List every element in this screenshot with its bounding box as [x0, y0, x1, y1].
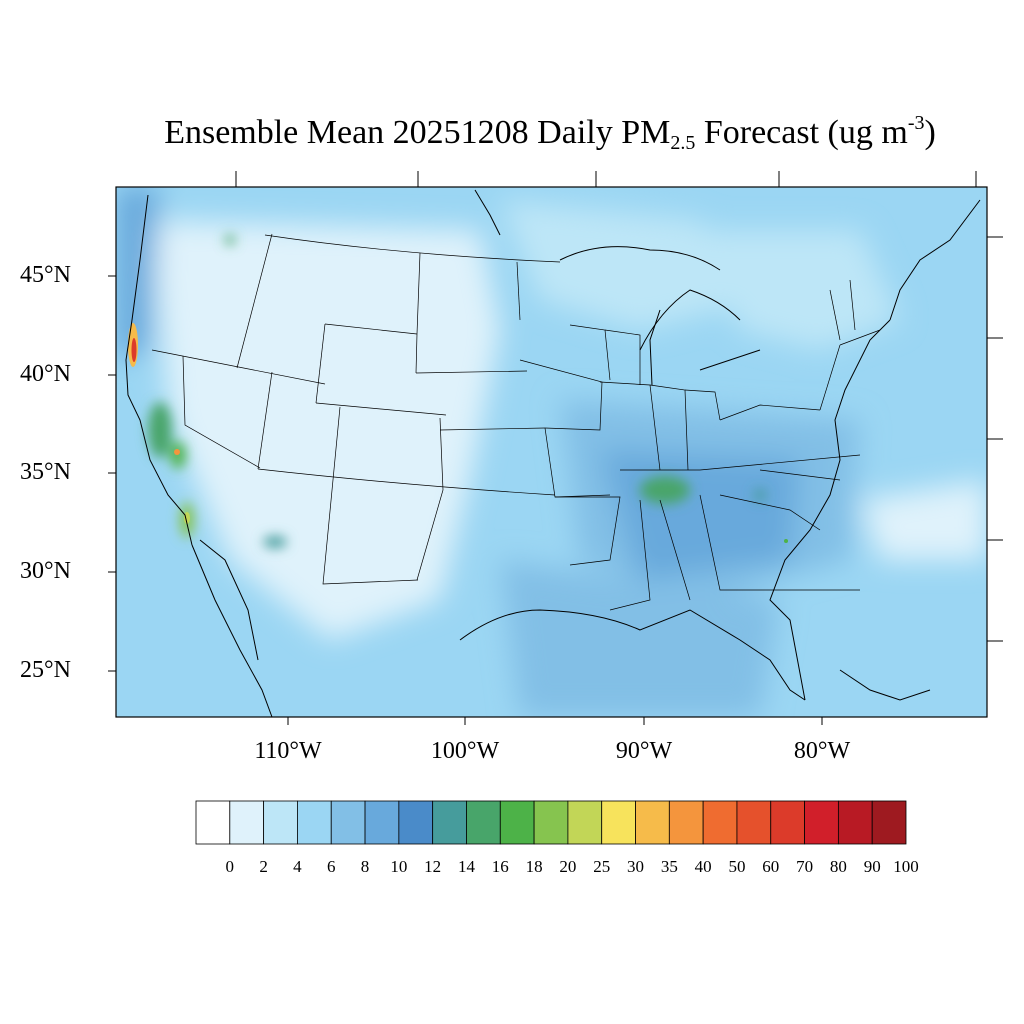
colorbar-box-18: [804, 800, 839, 845]
figure-title: Ensemble Mean 20251208 Daily PM2.5 Forec…: [0, 112, 1024, 155]
colorbar-box-13: [635, 800, 670, 845]
colorbar-box-4: [330, 800, 366, 845]
lat-label-25n: 25°N: [20, 657, 71, 683]
colorbar-label-80: 80: [830, 857, 847, 876]
colorbar-label-6: 6: [327, 857, 336, 876]
colorbar-box-2: [263, 800, 298, 845]
colorbar-label-100: 100: [893, 857, 919, 876]
colorbar-label-4: 4: [293, 857, 302, 876]
colorbar-box-0: [195, 800, 231, 845]
colorbar-label-30: 30: [627, 857, 644, 876]
colorbar-box-1: [229, 800, 265, 845]
colorbar-box-6: [398, 800, 434, 845]
lon-label-100w: 100°W: [430, 738, 500, 764]
colorbar-box-11: [567, 800, 603, 845]
colorbar-box-20: [871, 800, 907, 845]
colorbar-label-70: 70: [796, 857, 813, 876]
lat-label-45n: 45°N: [20, 262, 71, 288]
lat-label-30n: 30°N: [20, 558, 71, 584]
colorbar-box-5: [364, 800, 400, 845]
coastlines: [125, 189, 981, 717]
lon-label-80w: 80°W: [793, 738, 851, 764]
colorbar-box-3: [297, 800, 332, 845]
colorbar-label-0: 0: [226, 857, 235, 876]
colorbar-box-7: [432, 800, 467, 845]
colorbar-label-50: 50: [728, 857, 745, 876]
lon-label-110w: 110°W: [254, 738, 322, 764]
colorbar-label-12: 12: [424, 857, 441, 876]
title-middle: Forecast (ug m: [695, 114, 908, 151]
colorbar-label-14: 14: [458, 857, 476, 876]
colorbar-label-35: 35: [661, 857, 678, 876]
state-boundaries: [151, 233, 881, 611]
colorbar-box-10: [533, 800, 569, 845]
colorbar-labels: 0 2 4 6 8 10 12 14 16 18 20 25 30 35 40 50 60 70 80 90 100: [226, 857, 919, 876]
colorbar-boxes: [195, 800, 907, 845]
colorbar-label-2: 2: [259, 857, 268, 876]
colorbar-box-9: [499, 800, 535, 845]
lat-label-35n: 35°N: [20, 459, 71, 485]
title-prefix: Ensemble Mean 20251208 Daily PM: [164, 114, 671, 151]
colorbar-label-10: 10: [390, 857, 407, 876]
map-frame: [115, 186, 988, 718]
colorbar-box-16: [736, 800, 772, 845]
colorbar-label-20: 20: [559, 857, 576, 876]
colorbar-label-90: 90: [864, 857, 881, 876]
colorbar-label-60: 60: [762, 857, 779, 876]
colorbar-label-16: 16: [492, 857, 509, 876]
colorbar-box-17: [770, 800, 805, 845]
title-superscript: -3: [907, 112, 925, 134]
title-subscript: 2.5: [670, 132, 696, 154]
colorbar-box-12: [601, 800, 636, 845]
map-ticks: [108, 171, 1003, 725]
colorbar-box-19: [837, 800, 873, 845]
lat-label-40n: 40°N: [20, 361, 71, 387]
colorbar-label-18: 18: [526, 857, 543, 876]
colorbar-label-25: 25: [593, 857, 610, 876]
lon-label-90w: 90°W: [615, 738, 673, 764]
colorbar-box-15: [702, 800, 738, 845]
colorbar-box-8: [466, 800, 501, 845]
smoke-hotspots: [128, 323, 788, 543]
colorbar-label-8: 8: [361, 857, 370, 876]
colorbar-box-14: [668, 800, 704, 845]
colorbar-label-40: 40: [695, 857, 712, 876]
title-suffix: ): [924, 114, 936, 151]
